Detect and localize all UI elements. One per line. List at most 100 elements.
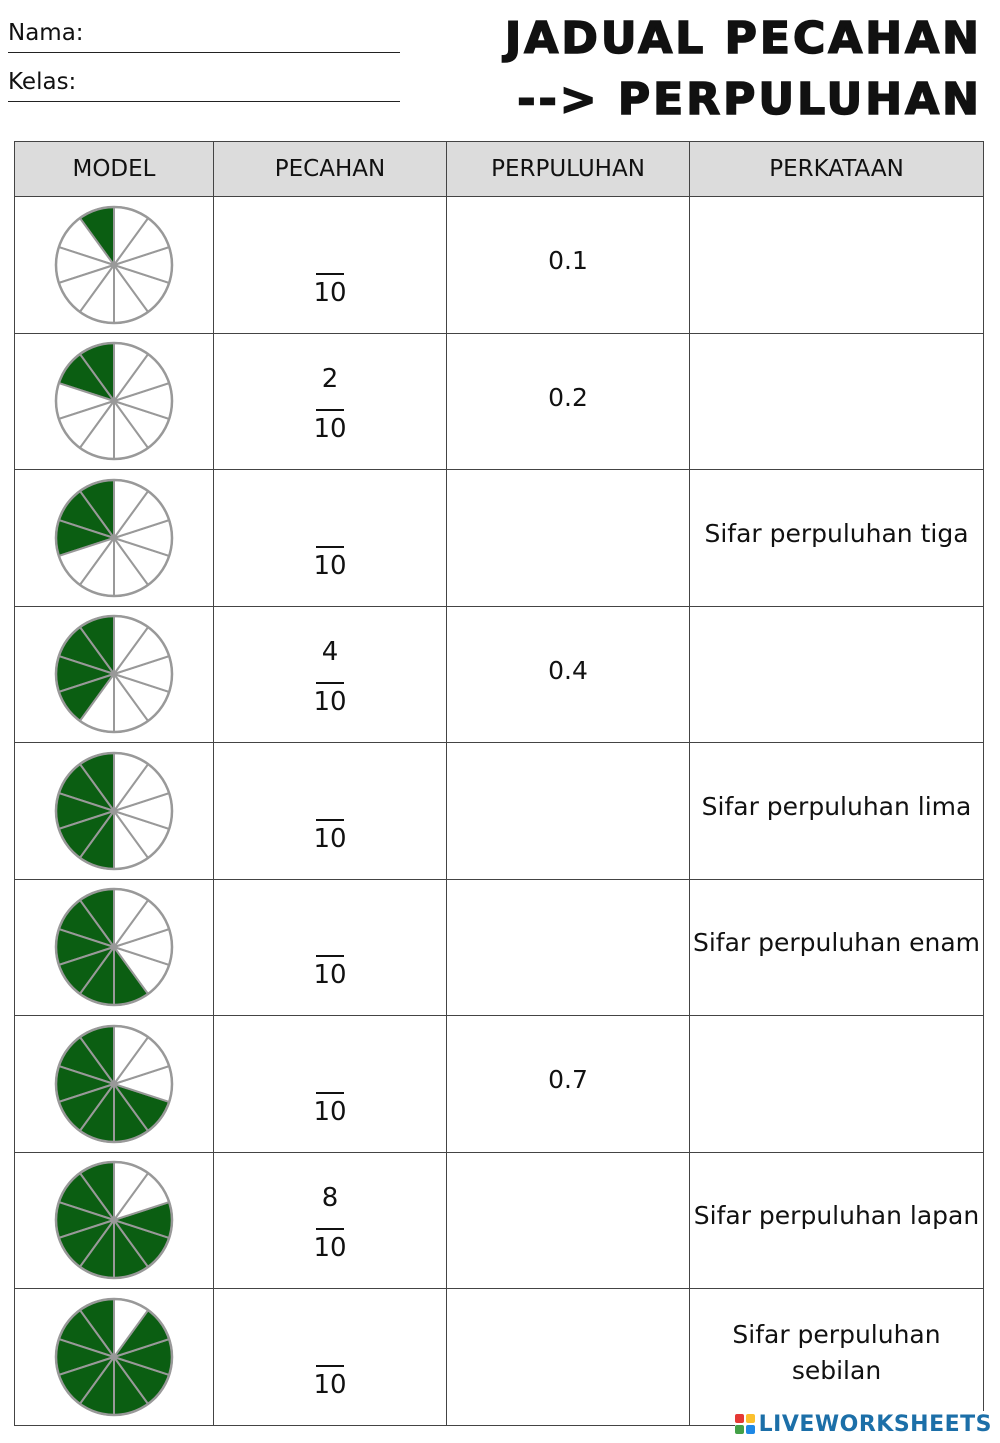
fraction-denominator: 10 — [313, 1096, 347, 1127]
words-cell[interactable] — [689, 332, 984, 470]
fraction-circle-model — [54, 888, 174, 1007]
fraction-circle-model — [54, 1297, 174, 1416]
name-label: Nama: — [8, 20, 84, 46]
circle-outline — [54, 751, 174, 870]
fraction-denominator: 10 — [313, 550, 347, 581]
fraction-decimal-table: MODEL PECAHAN PERPULUHAN PERKATAAN 10 0.1… — [14, 141, 984, 1426]
circle-outline — [54, 342, 174, 461]
model-cell — [14, 878, 214, 1016]
circle-outline — [54, 1161, 174, 1280]
fraction-denominator: 10 — [313, 687, 347, 718]
decimal-cell[interactable] — [446, 742, 690, 880]
logo-square-blue — [745, 1425, 755, 1434]
liveworksheets-logo: LIVEWORKSHEETS — [734, 1411, 992, 1437]
fraction-bar — [316, 409, 344, 412]
fraction-denominator: 10 — [313, 823, 347, 854]
decimal-value: 0.2 — [548, 382, 588, 412]
model-cell — [14, 742, 214, 880]
table-row: 10 Sifar perpuluhan enam — [14, 878, 984, 1016]
fraction-circle-model — [54, 751, 174, 870]
fraction-denominator: 10 — [313, 960, 347, 991]
fraction-denominator: 10 — [313, 1233, 347, 1264]
fraction-bar — [316, 682, 344, 685]
words-cell: Sifar perpuluhan tiga — [689, 469, 984, 607]
fraction: 8 10 — [308, 1163, 352, 1273]
decimal-cell: 0.2 — [446, 332, 690, 470]
fraction-cell[interactable]: 10 — [213, 1288, 447, 1426]
words-cell[interactable] — [689, 605, 984, 743]
words-cell: Sifar perpuluhan lapan — [689, 1151, 984, 1289]
fraction-bar — [316, 545, 344, 548]
fraction-bar — [316, 1091, 344, 1094]
circle-outline — [54, 205, 174, 324]
fraction: 10 — [308, 1300, 352, 1410]
table-row: 8 10 Sifar perpuluhan lapan — [14, 1151, 984, 1289]
page-title-line-2: --> PERPULUHAN — [516, 74, 982, 125]
fraction-cell[interactable]: 10 — [213, 196, 447, 334]
words-cell[interactable] — [689, 196, 984, 334]
fraction-circle-model — [54, 615, 174, 734]
logo-square-green — [734, 1425, 744, 1434]
fraction: 4 10 — [308, 617, 352, 727]
words-cell[interactable] — [689, 1015, 984, 1153]
fraction-denominator: 10 — [313, 277, 347, 308]
table-row: 10 Sifar perpuluhan sebilan — [14, 1288, 984, 1426]
fraction-numerator: 2 — [321, 364, 339, 395]
logo-square-red — [734, 1414, 744, 1423]
fraction-cell[interactable]: 10 — [213, 1015, 447, 1153]
circle-outline — [54, 478, 174, 597]
table-row: 10 Sifar perpuluhan lima — [14, 742, 984, 880]
model-cell — [14, 1015, 214, 1153]
liveworksheets-logo-text: LIVEWORKSHEETS — [758, 1411, 992, 1437]
class-label: Kelas: — [8, 69, 77, 95]
decimal-value: 0.4 — [548, 655, 588, 685]
decimal-value: 0.1 — [548, 246, 588, 276]
liveworksheets-logo-icon — [734, 1414, 755, 1434]
fraction-bar — [316, 1228, 344, 1231]
words-value: Sifar perpuluhan sebilan — [732, 1319, 941, 1385]
fraction-cell[interactable]: 10 — [213, 742, 447, 880]
model-cell — [14, 196, 214, 334]
fraction: 10 — [308, 754, 352, 864]
decimal-cell[interactable] — [446, 878, 690, 1016]
circle-outline — [54, 615, 174, 734]
fraction: 10 — [308, 890, 352, 1000]
words-cell: Sifar perpuluhan enam — [689, 878, 984, 1016]
model-cell — [14, 1151, 214, 1289]
words-value: Sifar perpuluhan enam — [692, 928, 981, 958]
fraction-bar — [316, 272, 344, 275]
column-header-model: MODEL — [14, 141, 214, 197]
decimal-cell[interactable] — [446, 1151, 690, 1289]
fraction-bar — [316, 1364, 344, 1367]
column-header-decimal: PERPULUHAN — [446, 141, 690, 197]
class-field[interactable]: Kelas: — [8, 57, 400, 102]
model-cell — [14, 1288, 214, 1426]
fraction-circle-model — [54, 342, 174, 461]
fraction-circle-model — [54, 1024, 174, 1143]
fraction: 2 10 — [308, 344, 352, 454]
column-header-fraction: PECAHAN — [213, 141, 447, 197]
name-field[interactable]: Nama: — [8, 8, 400, 53]
column-header-words: PERKATAAN — [689, 141, 984, 197]
fraction-circle-model — [54, 205, 174, 324]
decimal-cell: 0.1 — [446, 196, 690, 334]
words-value: Sifar perpuluhan lapan — [693, 1201, 980, 1231]
fraction-cell: 2 10 — [213, 332, 447, 470]
fraction-bar — [316, 955, 344, 958]
fraction: 10 — [308, 1027, 352, 1137]
model-cell — [14, 332, 214, 470]
fraction: 10 — [308, 208, 352, 318]
fraction-cell[interactable]: 10 — [213, 878, 447, 1016]
table-row: 10 0.7 — [14, 1015, 984, 1153]
decimal-cell[interactable] — [446, 469, 690, 607]
decimal-cell: 0.4 — [446, 605, 690, 743]
table-row: 10 0.1 — [14, 196, 984, 334]
fraction-denominator: 10 — [313, 1369, 347, 1400]
fraction-cell[interactable]: 10 — [213, 469, 447, 607]
page-title-line-1: JADUAL PECAHAN — [504, 13, 982, 64]
circle-outline — [54, 1297, 174, 1416]
decimal-cell[interactable] — [446, 1288, 690, 1426]
decimal-value: 0.7 — [548, 1065, 588, 1095]
table-header-row: MODEL PECAHAN PERPULUHAN PERKATAAN — [14, 141, 984, 197]
words-value: Sifar perpuluhan lima — [701, 791, 972, 821]
